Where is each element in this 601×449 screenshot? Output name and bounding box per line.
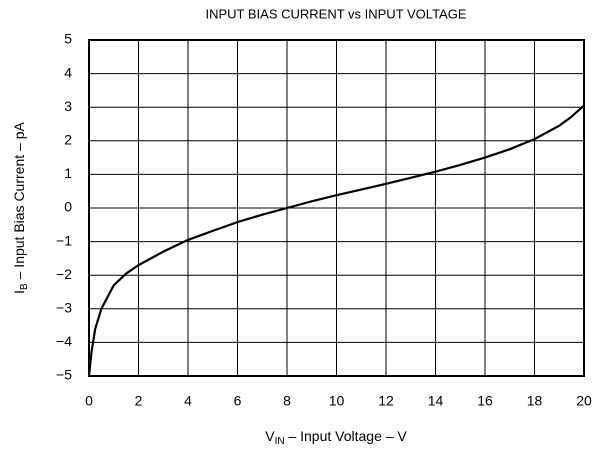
plot-frame (88, 39, 585, 377)
y-tick-label: −1 (56, 232, 72, 248)
x-tick-label: 8 (283, 393, 291, 409)
x-tick-label: 6 (234, 393, 242, 409)
data-line (87, 104, 585, 377)
y-tick-label: 5 (64, 31, 72, 47)
y-tick-label: −3 (56, 300, 72, 316)
y-tick-label: −5 (56, 367, 72, 383)
x-axis-label: VIN – Input Voltage – V (265, 428, 407, 447)
x-tick-label: 10 (329, 393, 345, 409)
x-tick-label: 0 (85, 393, 93, 409)
y-tick-label: −2 (56, 266, 72, 282)
y-tick-label: 4 (64, 64, 72, 80)
x-tick-label: 18 (527, 393, 543, 409)
y-tick-label: 1 (64, 165, 72, 181)
y-tick-label: 0 (64, 199, 72, 215)
x-tick-label: 20 (576, 393, 592, 409)
y-tick-label: 2 (64, 132, 72, 148)
y-tick-label: 3 (64, 98, 72, 114)
chart-title: INPUT BIAS CURRENT vs INPUT VOLTAGE (205, 6, 466, 21)
x-tick-label: 4 (184, 393, 192, 409)
y-label-symbol: I (11, 290, 27, 294)
y-label-text: – Input Bias Current – pA (11, 122, 27, 284)
x-tick-label: 16 (477, 393, 493, 409)
y-label-subscript: B (19, 283, 30, 290)
x-label-subscript: IN (275, 436, 285, 447)
y-tick-label: −4 (56, 333, 72, 349)
y-axis-label: IB – Input Bias Current – pA (11, 122, 30, 294)
x-tick-label: 12 (378, 393, 394, 409)
x-tick-label: 2 (135, 393, 143, 409)
x-label-text: – Input Voltage – V (285, 428, 408, 444)
x-label-symbol: V (265, 428, 275, 444)
x-tick-label: 14 (428, 393, 444, 409)
